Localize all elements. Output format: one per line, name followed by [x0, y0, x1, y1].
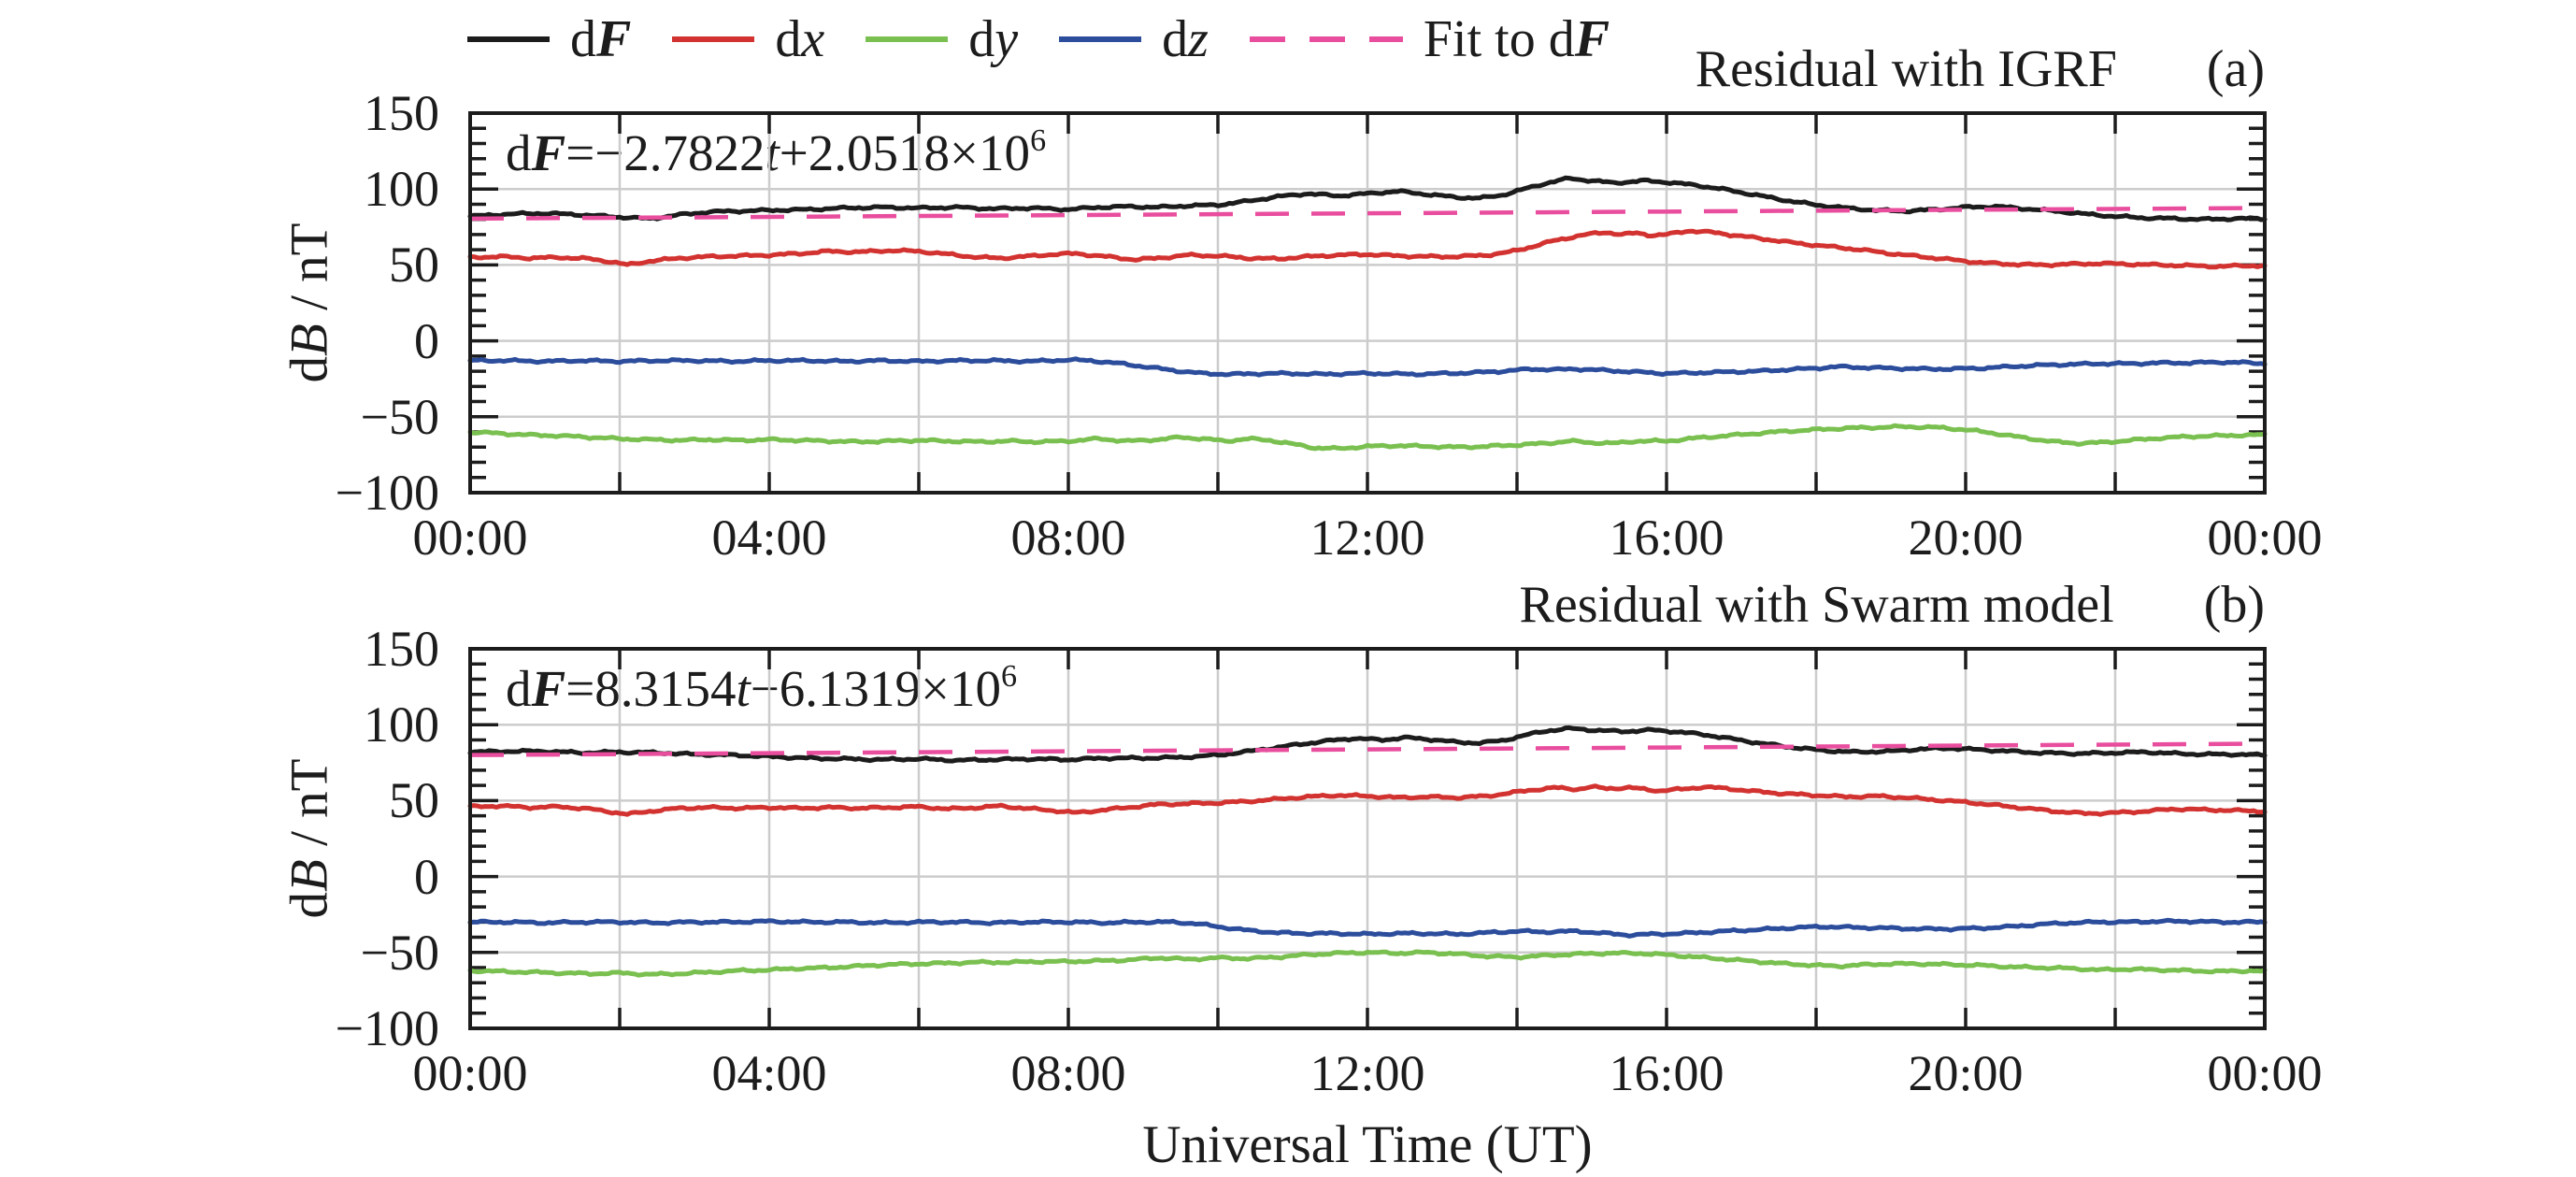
panel-a-title: Residual with IGRF: [1695, 40, 2117, 98]
series-line-dz: [467, 356, 2268, 378]
y-tick-label: −100: [335, 1000, 439, 1056]
eq-b-lead: d: [506, 660, 532, 717]
panel-a-tag: (a): [2206, 40, 2265, 98]
legend-label: Fit to dF: [1423, 10, 1610, 68]
series-line-dz: [467, 917, 2268, 939]
legend-line-swatch: [467, 36, 550, 42]
x-tick-label: 08:00: [1010, 1045, 1126, 1101]
x-tick-label: 04:00: [711, 510, 827, 566]
eq-b-var: F: [531, 660, 566, 717]
y-tick-label: 50: [389, 237, 439, 294]
series-line-dx: [467, 228, 2268, 270]
plot-border: [468, 111, 2267, 495]
series-line-dF: [467, 175, 2268, 222]
x-tick-label: 16:00: [1609, 510, 1724, 566]
eq-b-tail: −6.1319×10: [750, 660, 1002, 717]
legend-line-swatch: [1059, 36, 1142, 42]
x-tick-label: 04:00: [711, 1045, 827, 1101]
legend-dashed-line-swatch: [1249, 36, 1403, 42]
y-tick-label: −100: [335, 465, 439, 521]
legend-label: dF: [570, 10, 632, 68]
y-tick-label: 0: [414, 848, 439, 905]
y-tick-label: 50: [389, 772, 439, 829]
y-tick-label: 0: [414, 312, 439, 369]
series-line-fit: [469, 741, 2266, 757]
eq-a-lead: d: [506, 124, 532, 181]
eq-a-exponent: 6: [1030, 122, 1047, 158]
series-line-dy: [467, 423, 2268, 452]
legend-line-swatch: [672, 36, 755, 42]
eq-b-tvar: t: [736, 660, 751, 717]
panel-b-plot-area: [467, 647, 2268, 1030]
y-tick-label: 150: [364, 85, 439, 141]
legend: dF dx dy dz Fit to dF: [467, 7, 1651, 71]
legend-item-dF: dF: [467, 7, 631, 71]
x-tick-label: 00:00: [2207, 1045, 2323, 1101]
legend-item-dy: dy: [866, 7, 1018, 71]
eq-a-var: F: [531, 124, 566, 181]
y-tick-label: −50: [360, 388, 439, 445]
y-tick-label: 100: [364, 696, 439, 754]
x-tick-label: 12:00: [1309, 1045, 1425, 1101]
series-line-dx: [467, 783, 2268, 817]
panel-b-title: Residual with Swarm model: [1519, 576, 2114, 634]
x-axis-label: Universal Time (UT): [1142, 1115, 1593, 1174]
x-tick-label: 20:00: [1908, 1045, 2024, 1101]
legend-item-dx: dx: [672, 7, 824, 71]
panel-b-tag: (b): [2203, 576, 2265, 634]
panel-a-title-row: Residual with IGRF (a): [1696, 39, 2265, 99]
legend-label: dy: [968, 10, 1019, 68]
eq-b-mid: =8.3154: [565, 660, 737, 717]
plot-border: [468, 647, 2267, 1030]
panel-b-equation: dF=8.3154t−6.1319×106: [506, 659, 1017, 718]
y-tick-label: 150: [364, 621, 439, 677]
y-tick-label: 100: [364, 161, 439, 218]
y-tick-label: −50: [360, 924, 439, 981]
series-line-fit: [469, 206, 2266, 222]
legend-item-Fit-to-dF: Fit to dF: [1249, 7, 1610, 71]
series-line-dy: [467, 949, 2268, 978]
panel-b-title-row: Residual with Swarm model (b): [1520, 575, 2265, 635]
legend-line-swatch: [866, 36, 949, 42]
eq-b-exponent: 6: [1001, 658, 1018, 694]
x-tick-label: 20:00: [1908, 510, 2024, 566]
x-tick-label: 16:00: [1609, 1045, 1724, 1101]
panel-a-equation: dF=−2.7822t+2.0518×106: [506, 123, 1046, 182]
eq-a-tail: +2.0518×10: [779, 124, 1031, 181]
panel-a-plot-area: [467, 111, 2268, 495]
series-line-dF: [467, 725, 2268, 764]
x-tick-label: 00:00: [2207, 510, 2323, 566]
legend-label: dz: [1162, 10, 1209, 68]
x-tick-label: 12:00: [1309, 510, 1425, 566]
legend-item-dz: dz: [1059, 7, 1209, 71]
x-tick-label: 08:00: [1010, 510, 1126, 566]
x-tick-label: 00:00: [412, 1045, 528, 1101]
eq-a-mid: =−2.7822: [565, 124, 766, 181]
legend-label: dx: [775, 10, 825, 68]
x-tick-label: 00:00: [412, 510, 528, 566]
